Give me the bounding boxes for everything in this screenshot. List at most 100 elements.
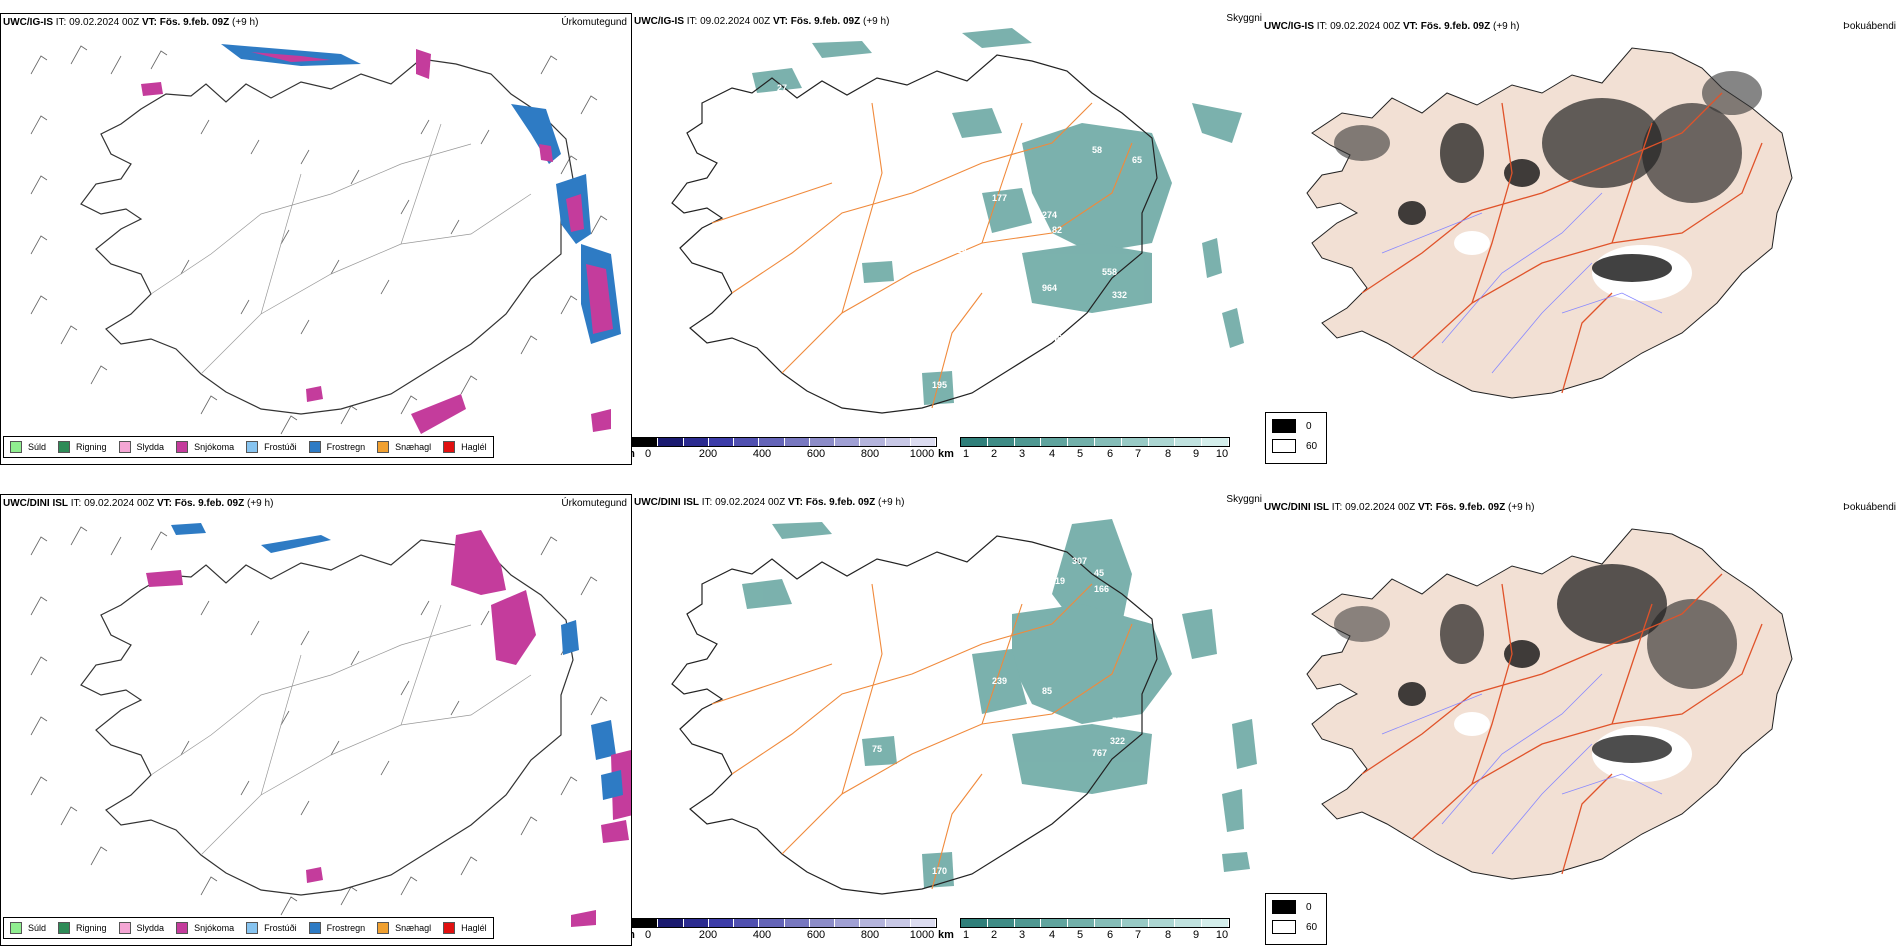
scale-unit: m xyxy=(632,929,635,941)
cloud-field-label-2: Skyggni xyxy=(1226,494,1262,505)
cloud-label: 170 xyxy=(932,866,947,876)
legend-item: Slydda xyxy=(118,922,164,934)
precip-map-1 xyxy=(30,44,621,435)
cloud-label: 239 xyxy=(992,676,1007,686)
precip-title-1: UWC/IG-IS IT: 09.02.2024 00Z VT: Fös. 9.… xyxy=(3,17,259,28)
cloud-label: 558 xyxy=(1102,267,1117,277)
iceland-coastline xyxy=(80,58,574,415)
legend-item: Snæhagl xyxy=(377,922,431,934)
iceland-coastline xyxy=(671,54,1158,414)
precip-areas xyxy=(146,523,631,927)
legend-item: Slydda xyxy=(118,441,164,453)
scale-unit: m xyxy=(632,448,635,460)
cloud-label: 195 xyxy=(932,380,947,390)
legend-item: Súld xyxy=(10,441,46,453)
legend-item: Rigning xyxy=(58,922,107,934)
cloud-field-label-1: Skyggni xyxy=(1226,13,1262,24)
roads xyxy=(1361,92,1763,394)
precip-type-panel-1: UWC/IG-IS IT: 09.02.2024 00Z VT: Fös. 9.… xyxy=(0,13,632,465)
legend-item: Frostúði xyxy=(246,441,297,453)
fog-title-1: UWC/IG-IS IT: 09.02.2024 00Z VT: Fös. 9.… xyxy=(1264,21,1520,32)
height-scale-ticks: m 0 200 400 600 800 1000 xyxy=(632,447,937,461)
cloud-label: 82 xyxy=(1052,225,1062,235)
cloud-label: 27 xyxy=(777,83,787,93)
height-scale-bar xyxy=(632,437,937,447)
legend-item: Haglél xyxy=(443,922,487,934)
visibility-scale-2: km 1 2 3 4 5 6 7 8 9 10 xyxy=(938,918,1230,944)
rivers xyxy=(1381,673,1663,855)
cloud-label: 53 xyxy=(1032,127,1042,137)
cloud-title-2: UWC/DINI ISL IT: 09.02.2024 00Z VT: Fös.… xyxy=(634,497,905,508)
visibility-scale-1: km 1 2 3 4 5 6 7 8 9 10 xyxy=(938,437,1230,463)
precip-areas xyxy=(141,44,621,434)
cloud-label: 65 xyxy=(1132,155,1142,165)
cloud-map-2: 307 45 419 166 239 85 57 767 322 12 170 … xyxy=(671,519,1257,895)
cloud-label: 75 xyxy=(872,744,882,754)
legend-item: Frostregn xyxy=(308,922,365,934)
height-scale-2: m 0 200 400 600 800 1000 xyxy=(632,918,937,944)
fog-dark-areas xyxy=(1334,564,1737,782)
height-scale-ticks: m 0 200 400 600 800 1000 xyxy=(632,928,937,942)
cloud-areas xyxy=(752,28,1244,405)
legend-item: Haglél xyxy=(443,441,487,453)
legend-item: Snjókoma xyxy=(176,441,234,453)
precip-map-2 xyxy=(30,523,631,927)
cloud-label: 46 xyxy=(1052,333,1062,343)
cloud-label: 12 xyxy=(1057,796,1067,806)
cloud-label: 322 xyxy=(1110,736,1125,746)
roads xyxy=(711,583,1133,890)
fog-legend-1: 0 60 xyxy=(1265,412,1327,464)
cloud-label: 57 xyxy=(1112,716,1122,726)
roads xyxy=(1361,573,1763,875)
precip-title-2: UWC/DINI ISL IT: 09.02.2024 00Z VT: Fös.… xyxy=(3,498,274,509)
cloud-label: 177 xyxy=(992,193,1007,203)
fog-panel-2: UWC/DINI ISL IT: 09.02.2024 00Z VT: Fös.… xyxy=(1262,494,1900,894)
fog-dark-areas xyxy=(1334,71,1762,301)
legend-item: 60 xyxy=(1272,439,1326,453)
precip-type-panel-2: UWC/DINI ISL IT: 09.02.2024 00Z VT: Fös.… xyxy=(0,494,632,946)
fog-map-2 xyxy=(1306,528,1793,880)
cloud-label: 166 xyxy=(1094,584,1109,594)
wind-barbs xyxy=(30,45,608,435)
height-scale-1: m 0 200 400 600 800 1000 xyxy=(632,437,937,463)
legend-item: 0 xyxy=(1272,419,1326,433)
scale-unit: km xyxy=(938,929,954,941)
cloud-label: 307 xyxy=(1072,556,1087,566)
fog-field-label-2: Þokuábendi xyxy=(1843,502,1896,513)
visibility-scale-bar xyxy=(960,437,1230,447)
visibility-scale-ticks: km 1 2 3 4 5 6 7 8 9 10 xyxy=(938,929,1229,941)
fog-title-2: UWC/DINI ISL IT: 09.02.2024 00Z VT: Fös.… xyxy=(1264,502,1535,513)
precip-type-legend-1: Súld Rigning Slydda Snjókoma Frostúði Fr… xyxy=(3,436,494,458)
height-scale-bar xyxy=(632,918,937,928)
legend-item: Frostregn xyxy=(308,441,365,453)
cloud-areas xyxy=(742,519,1257,888)
legend-item: Snjókoma xyxy=(176,922,234,934)
cloud-panel-2: 307 45 419 166 239 85 57 767 322 12 170 … xyxy=(632,494,1262,946)
cloud-label: 274 xyxy=(1042,210,1057,220)
cloud-base-labels: 307 45 419 166 239 85 57 767 322 12 170 … xyxy=(872,556,1125,876)
legend-item: 60 xyxy=(1272,920,1326,934)
fog-map-1 xyxy=(1306,47,1793,399)
iceland-land xyxy=(1306,528,1793,880)
cloud-map-1: 27 53 58 177 274 964 558 332 46 195 214 … xyxy=(671,28,1244,414)
cloud-label: 45 xyxy=(1094,568,1104,578)
iceland-coastline xyxy=(80,539,574,896)
cloud-label: 58 xyxy=(1092,145,1102,155)
cloud-label: 767 xyxy=(1092,748,1107,758)
cloud-label: 214 xyxy=(952,245,967,255)
fog-panel-1: UWC/IG-IS IT: 09.02.2024 00Z VT: Fös. 9.… xyxy=(1262,13,1900,413)
visibility-scale-bar xyxy=(960,918,1230,928)
cloud-label: 419 xyxy=(1050,576,1065,586)
rivers xyxy=(1381,192,1663,374)
legend-item: 0 xyxy=(1272,900,1326,914)
cloud-base-labels: 27 53 58 177 274 964 558 332 46 195 214 … xyxy=(777,83,1142,390)
iceland-coastline xyxy=(671,535,1158,895)
cloud-label: 964 xyxy=(1042,283,1057,293)
legend-item: Frostúði xyxy=(246,922,297,934)
legend-item: Snæhagl xyxy=(377,441,431,453)
scale-unit: km xyxy=(938,448,954,460)
cloud-title-1: UWC/IG-IS IT: 09.02.2024 00Z VT: Fös. 9.… xyxy=(634,16,890,27)
roads xyxy=(711,102,1133,409)
roads xyxy=(150,123,532,375)
fog-field-label-1: Þokuábendi xyxy=(1843,21,1896,32)
